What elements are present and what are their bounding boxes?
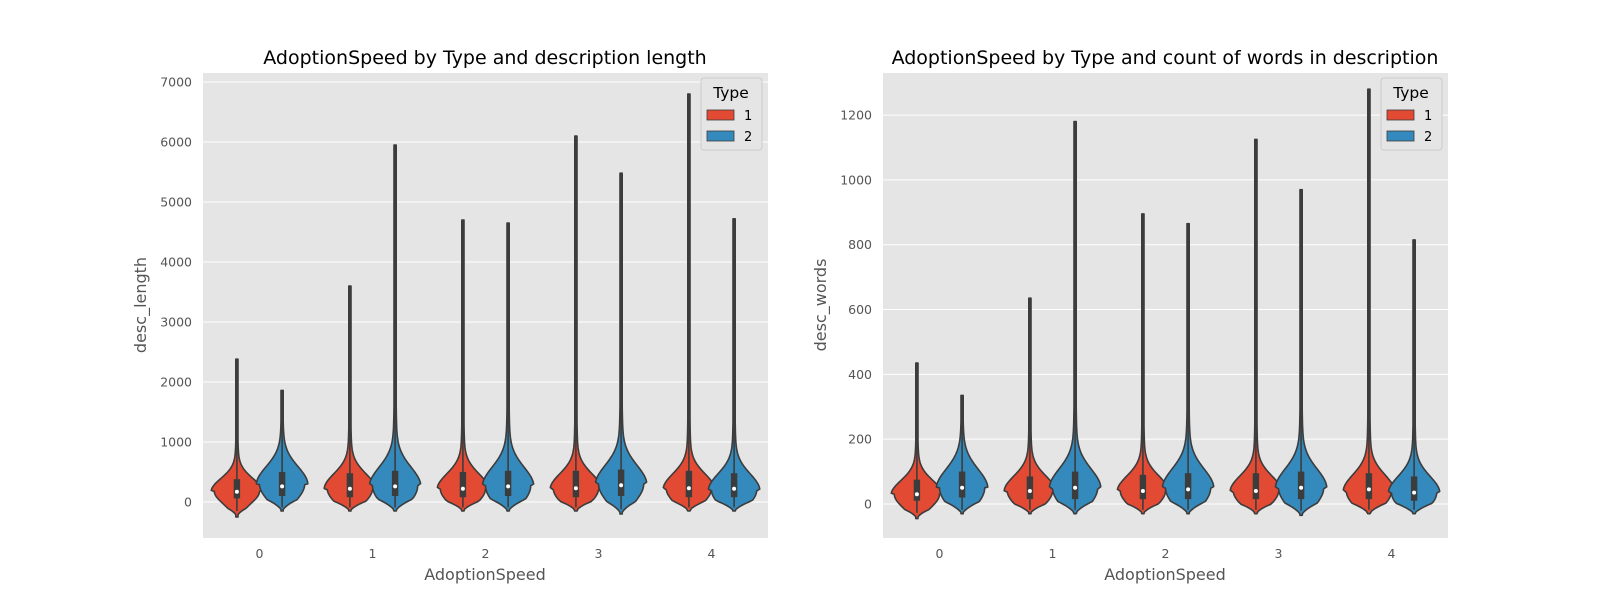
legend-label-type-1: 1: [1424, 109, 1432, 124]
y-tick-labels: 0 200 400 600 800 1000 1200: [840, 108, 872, 512]
violin-iqr-box: [617, 469, 625, 496]
y-tick-label: 5000: [160, 195, 192, 210]
violin-median-marker: [1186, 487, 1191, 492]
violin-iqr-box: [1026, 476, 1034, 500]
violin-iqr-box: [1297, 471, 1305, 500]
x-tick-label: 3: [1275, 546, 1283, 561]
x-tick-label: 2: [1162, 546, 1170, 561]
plot-area: [203, 73, 768, 538]
legend-swatch-type-1: [1386, 109, 1415, 121]
y-tick-label: 1000: [160, 435, 192, 450]
x-tick-label: 4: [708, 546, 716, 561]
violin-median-marker: [1140, 489, 1145, 494]
x-tick-labels: 0 1 2 3 4: [936, 546, 1396, 561]
violin-median-marker: [347, 486, 352, 491]
y-tick-label: 7000: [160, 75, 192, 90]
x-tick-label: 1: [369, 546, 377, 561]
violin-iqr-box: [278, 472, 286, 496]
violin-iqr-box: [730, 473, 738, 498]
y-tick-label: 0: [864, 496, 872, 511]
legend-title: Type: [712, 84, 749, 102]
legend-swatch-type-2: [1386, 130, 1415, 142]
plot-area: [883, 73, 1448, 538]
x-tick-label: 3: [595, 546, 603, 561]
legend-label-type-1: 1: [744, 109, 752, 124]
violin-iqr-box: [958, 471, 966, 498]
violin-median-marker: [1027, 489, 1032, 494]
y-tick-label: 800: [848, 237, 872, 252]
legend-swatch-type-1: [706, 109, 735, 121]
violin-iqr-box: [1410, 476, 1418, 501]
violin-iqr-box: [913, 479, 921, 501]
violin-median-marker: [1412, 490, 1417, 495]
violin-iqr-box: [233, 479, 241, 499]
chart-desc-length: 0 1000 2000 3000 4000 5000 6000 7000 0 1 2 3 4 Adop…: [131, 47, 768, 584]
y-tick-label: 4000: [160, 255, 192, 270]
violin-median-marker: [393, 484, 398, 489]
y-tick-labels: 0 1000 2000 3000 4000 5000 6000 7000: [160, 75, 192, 510]
violin-iqr-box: [504, 470, 512, 496]
y-axis-label: desc_length: [131, 257, 151, 353]
x-tick-label: 4: [1388, 546, 1396, 561]
violin-median-marker: [506, 484, 511, 489]
violin-median-marker: [686, 486, 691, 491]
violin-median-marker: [960, 485, 965, 490]
y-axis-label: desc_words: [811, 259, 831, 352]
violin-iqr-box: [1184, 473, 1192, 500]
violin-median-marker: [1366, 487, 1371, 492]
violin-iqr-box: [1071, 471, 1079, 500]
legend: Type 1 2: [700, 77, 763, 151]
y-tick-label: 6000: [160, 135, 192, 150]
chart-title: AdoptionSpeed by Type and description le…: [263, 47, 706, 69]
y-tick-label: 1000: [840, 172, 872, 187]
y-tick-label: 200: [848, 432, 872, 447]
violin-median-marker: [234, 489, 239, 494]
violin-iqr-box: [1252, 473, 1260, 500]
violin-iqr-box: [1139, 474, 1147, 500]
x-axis-label: AdoptionSpeed: [424, 565, 546, 584]
y-tick-label: 0: [184, 495, 192, 510]
x-tick-label: 2: [482, 546, 490, 561]
violin-iqr-box: [391, 470, 399, 496]
x-tick-label: 0: [256, 546, 264, 561]
chart-title: AdoptionSpeed by Type and count of words…: [892, 47, 1439, 69]
y-tick-label: 2000: [160, 375, 192, 390]
violin-median-marker: [1073, 485, 1078, 490]
violins: [210, 93, 761, 518]
legend-label-type-2: 2: [1424, 130, 1432, 145]
violin-iqr-box: [346, 473, 354, 498]
violin-median-marker: [1299, 485, 1304, 490]
violin-median-marker: [1253, 489, 1258, 494]
x-axis-label: AdoptionSpeed: [1104, 565, 1226, 584]
violin-iqr-box: [572, 470, 580, 498]
chart-desc-words: 0 200 400 600 800 1000 1200 0 1 2 3 4 AdoptionSpee…: [811, 47, 1448, 584]
y-tick-label: 3000: [160, 315, 192, 330]
violin-iqr-box: [1365, 473, 1373, 500]
violin-median-marker: [460, 486, 465, 491]
x-tick-label: 1: [1049, 546, 1057, 561]
violin-median-marker: [732, 486, 737, 491]
legend-title: Type: [1392, 84, 1429, 102]
violins: [890, 88, 1441, 520]
violin-iqr-box: [459, 472, 467, 498]
violin-median-marker: [914, 492, 919, 497]
x-tick-labels: 0 1 2 3 4: [256, 546, 716, 561]
legend-label-type-2: 2: [744, 130, 752, 145]
violin-iqr-box: [685, 470, 693, 498]
legend: Type 1 2: [1380, 77, 1443, 151]
gridlines: [883, 114, 1448, 505]
violin-median-marker: [280, 484, 285, 489]
y-tick-label: 1200: [840, 108, 872, 123]
gridlines: [203, 81, 768, 503]
legend-swatch-type-2: [706, 130, 735, 142]
violin-median-marker: [573, 486, 578, 491]
violin-median-marker: [619, 483, 624, 488]
y-tick-label: 600: [848, 302, 872, 317]
x-tick-label: 0: [936, 546, 944, 561]
y-tick-label: 400: [848, 367, 872, 382]
